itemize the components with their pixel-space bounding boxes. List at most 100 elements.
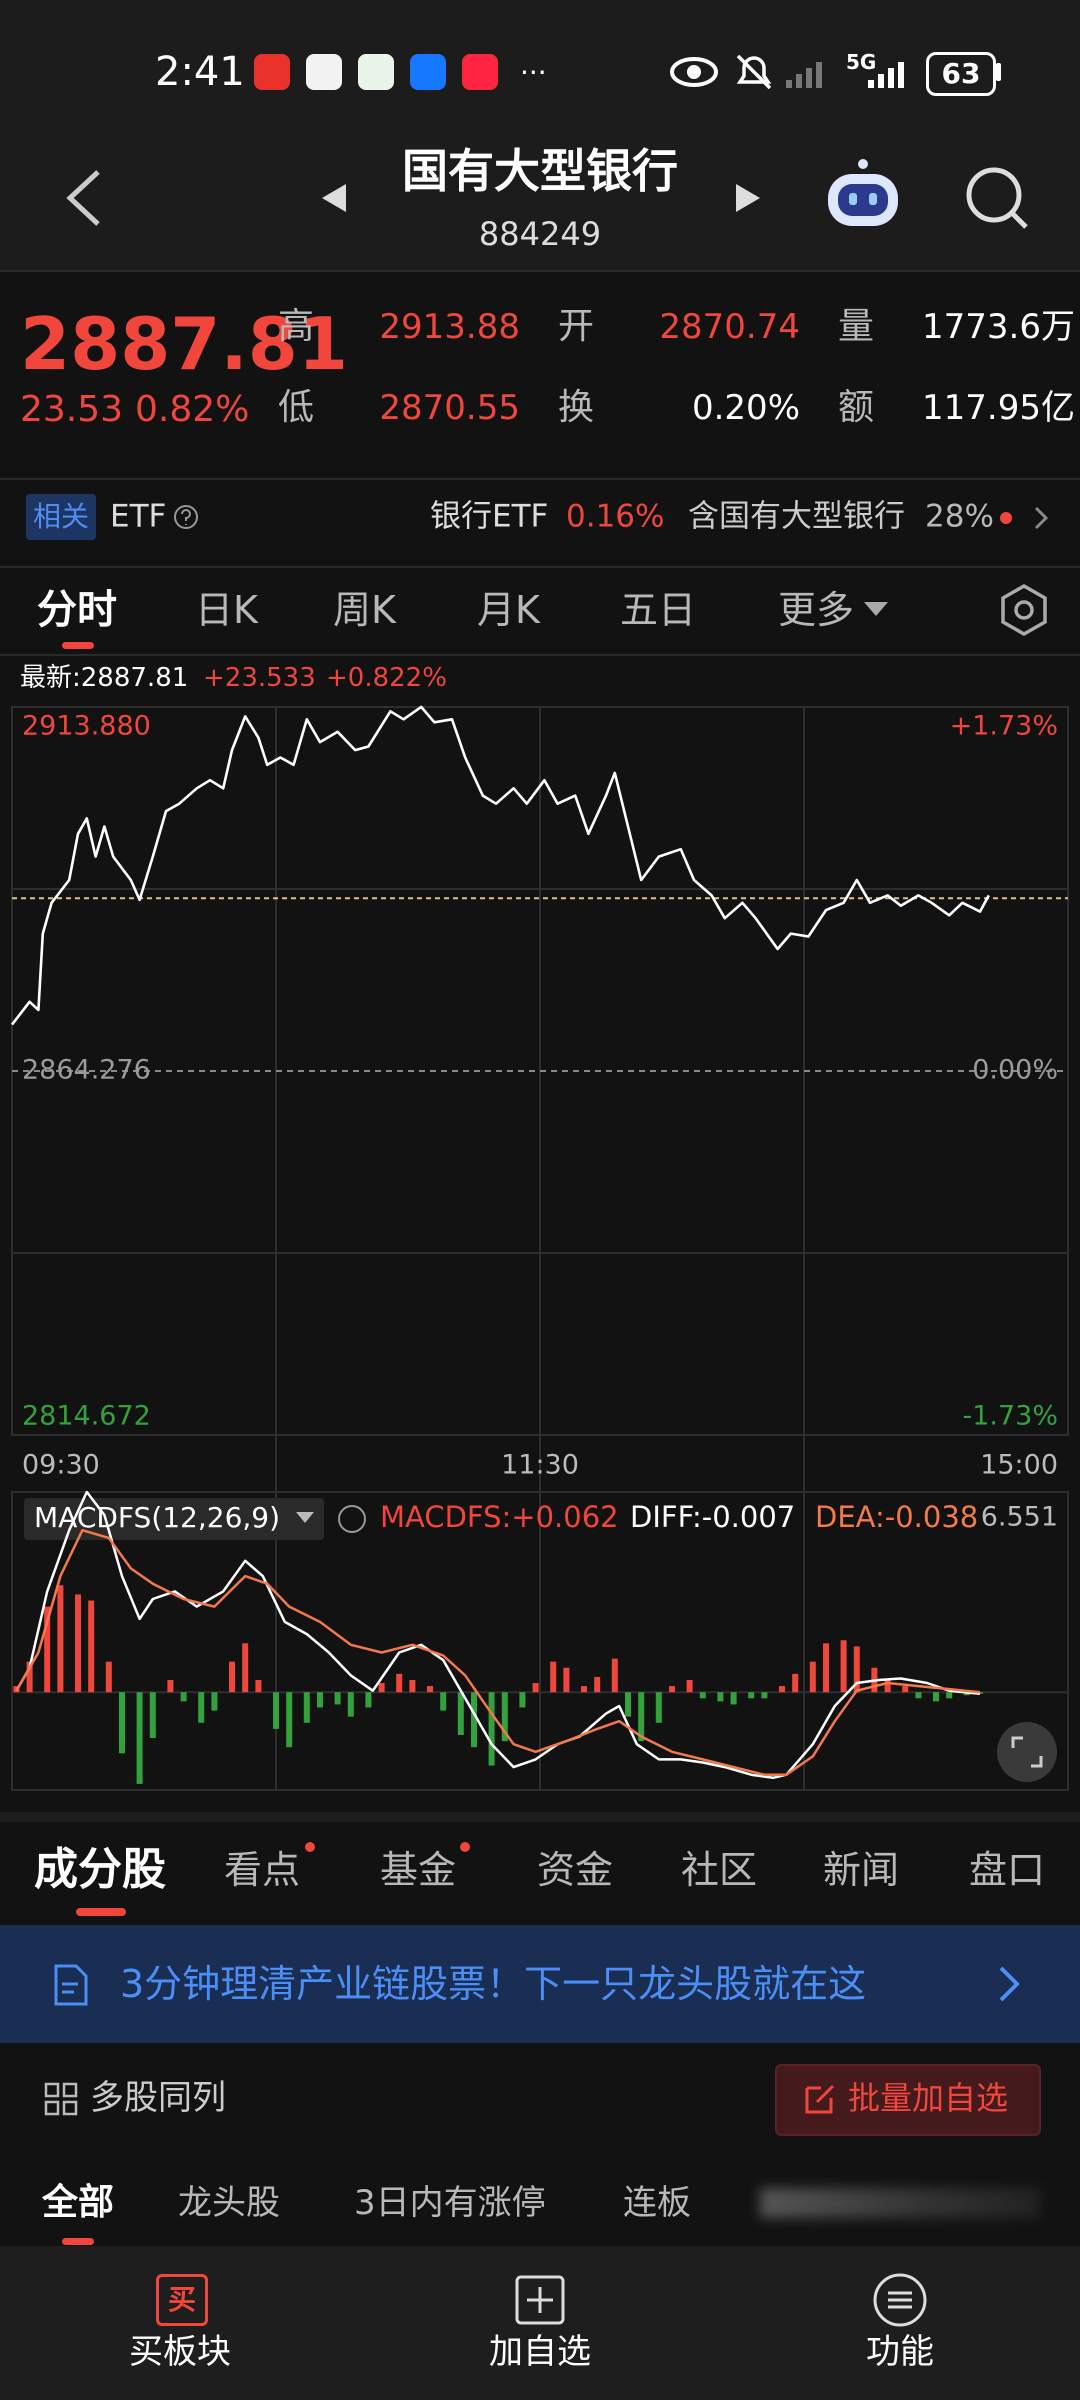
field-value: 0.20% — [691, 388, 800, 428]
histogram-bar — [686, 1679, 693, 1693]
expand-button[interactable] — [997, 1722, 1057, 1782]
histogram-bar — [347, 1692, 354, 1717]
banner-chevron — [999, 1966, 1020, 2002]
network-type: 5G — [846, 50, 877, 74]
dropdown-arrow — [296, 1512, 314, 1523]
histogram-bar — [638, 1692, 645, 1742]
y2-tick-label: +1.73% — [950, 711, 1058, 742]
section-tab[interactable]: 社区 — [681, 1848, 758, 1892]
field-label: 开 — [558, 306, 595, 347]
search-button[interactable] — [966, 167, 1028, 229]
period-tab-active[interactable]: 分时 — [37, 587, 117, 633]
app-icon — [306, 54, 342, 90]
chart-settings[interactable] — [996, 582, 1052, 638]
buy-icon[interactable] — [156, 2274, 208, 2326]
histogram-bar — [963, 1692, 970, 1696]
etf-name[interactable]: 银行ETF — [430, 498, 549, 535]
field-value: 2870.74 — [659, 307, 800, 347]
robot-eye — [869, 193, 877, 205]
divider — [0, 270, 1080, 272]
histogram-bar — [88, 1600, 95, 1693]
histogram-bar — [550, 1661, 557, 1693]
filter-tab[interactable]: 连板 — [623, 2183, 691, 2223]
histogram-bar — [317, 1692, 323, 1708]
y-tick-label: 2814.672 — [22, 1401, 151, 1432]
nav-label[interactable]: 买板块 — [129, 2332, 231, 2372]
filter-tab[interactable]: 龙头股 — [178, 2183, 280, 2223]
back-button[interactable] — [66, 170, 100, 226]
filter-tab[interactable]: 3日内有涨停 — [354, 2183, 546, 2223]
next-button[interactable] — [736, 184, 760, 212]
holding-label[interactable]: 含国有大型银行 — [688, 498, 905, 535]
status-app-icons: ··· — [254, 54, 547, 90]
histogram-bar — [501, 1692, 508, 1742]
period-tab[interactable]: 月K — [477, 588, 540, 632]
section-tab-active[interactable]: 成分股 — [34, 1844, 166, 1895]
histogram-bar — [717, 1692, 724, 1702]
period-tab[interactable]: 更多 — [778, 588, 855, 632]
histogram-bar — [136, 1692, 143, 1784]
menu-circle — [873, 2273, 927, 2327]
section-tab[interactable]: 看点 — [224, 1848, 301, 1892]
latest-change: +23.533 — [203, 663, 316, 693]
section-tab[interactable]: 新闻 — [823, 1848, 900, 1892]
doc-icon — [54, 1964, 88, 2006]
histogram-bar — [378, 1683, 385, 1693]
section-tab[interactable]: 基金 — [380, 1848, 457, 1892]
y-tick-label: 6.551 — [981, 1502, 1058, 1533]
histogram-bar — [823, 1643, 829, 1693]
gear-core — [1014, 600, 1034, 620]
histogram-bar — [427, 1686, 433, 1693]
charts: 2913.880 2864.276 2814.672 +1.73% 0.00% -1.73… — [10, 705, 1069, 1791]
add-frame — [515, 2275, 565, 2325]
multi-view[interactable]: 多股同列 — [90, 2078, 226, 2118]
menu-icon[interactable] — [872, 2272, 928, 2328]
histogram-bar — [409, 1679, 416, 1693]
banner-text: 3分钟理清产业链股票！下一只龙头股就在这 — [120, 1962, 867, 2006]
histogram-bar — [105, 1661, 112, 1693]
nav-label[interactable]: 加自选 — [489, 2332, 591, 2372]
info-icon[interactable] — [172, 503, 202, 533]
legend-label: MACDFS:+0.062 — [380, 1500, 619, 1534]
related-more[interactable] — [996, 500, 1056, 536]
histogram-bar — [915, 1692, 922, 1699]
histogram-bar — [594, 1676, 601, 1693]
eye-icon — [687, 65, 701, 79]
promo-banner[interactable] — [0, 1925, 1080, 2043]
assistant-button[interactable] — [828, 159, 898, 226]
prev-button[interactable] — [322, 184, 346, 212]
more-dots: ··· — [520, 56, 547, 89]
red-dot — [460, 1842, 470, 1852]
robot-antenna — [858, 159, 868, 169]
status-time: 2:41 — [155, 49, 245, 95]
histogram-bar — [273, 1692, 279, 1729]
section-tab[interactable]: 盘口 — [969, 1848, 1046, 1892]
histogram-bar — [44, 1606, 51, 1693]
y2-tick-label: 0.00% — [972, 1055, 1058, 1086]
app-icon — [462, 54, 498, 90]
period-tab[interactable]: 五日 — [620, 588, 697, 632]
latest-info: 最新:2887.81 — [20, 663, 189, 693]
chevron — [999, 1966, 1020, 2002]
period-tab[interactable]: 日K — [195, 588, 258, 632]
add-icon[interactable] — [514, 2274, 566, 2326]
battery-level: 63 — [941, 57, 981, 90]
y-tick-label: 2913.880 — [22, 711, 151, 742]
search-icon — [966, 167, 1022, 223]
section-tab[interactable]: 资金 — [537, 1848, 614, 1892]
arrow — [864, 602, 888, 616]
period-tab[interactable]: 周K — [333, 588, 396, 632]
histogram-bar — [669, 1686, 675, 1693]
edit-icon — [805, 2084, 835, 2114]
histogram-bar — [884, 1679, 891, 1693]
plus — [527, 2287, 553, 2313]
nav-label[interactable]: 功能 — [866, 2332, 934, 2372]
last-price: 2887.81 — [20, 302, 348, 386]
histogram-bar — [471, 1692, 477, 1748]
filter-tab-active[interactable]: 全部 — [42, 2182, 115, 2223]
histogram-bar — [488, 1692, 495, 1766]
histogram-bar — [519, 1692, 526, 1708]
related-label: ETF — [110, 498, 167, 535]
